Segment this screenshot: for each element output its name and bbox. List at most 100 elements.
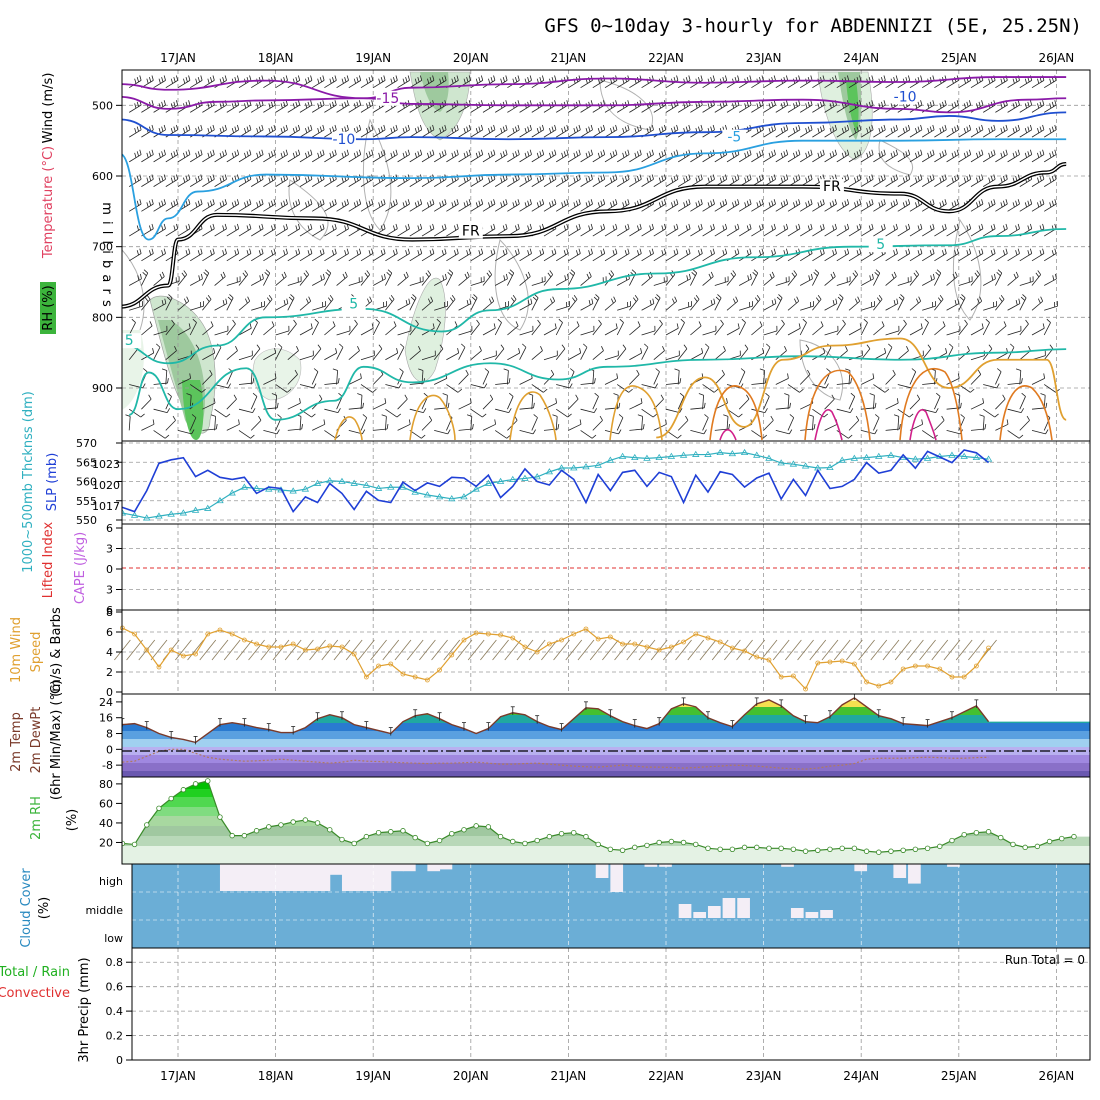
upper-wind-barb xyxy=(787,274,798,286)
upper-wind-barb-flag xyxy=(320,275,323,281)
upper-wind-barb-flag xyxy=(341,103,344,109)
upper-wind-barb-flag xyxy=(151,75,154,81)
upper-wind-barb xyxy=(921,129,935,138)
upper-wind-barb-flag xyxy=(674,296,678,302)
upper-wind-barb-flag xyxy=(639,223,642,229)
upper-wind-barb xyxy=(616,228,630,237)
upper-wind-barb xyxy=(177,378,191,385)
upper-wind-barb-flag xyxy=(441,250,444,256)
upper-wind-barb-flag xyxy=(874,402,877,408)
upper-wind-barb xyxy=(726,228,740,237)
upper-wind-barb-flag xyxy=(527,126,530,132)
upper-wind-barb-flag xyxy=(942,200,945,206)
upper-wind-barb xyxy=(470,323,480,336)
upper-wind-barb xyxy=(824,423,838,431)
upper-wind-barb-flag xyxy=(466,200,469,206)
upper-wind-barb xyxy=(214,276,226,286)
upper-wind-barb-flag xyxy=(930,275,933,281)
upper-wind-barb-flag xyxy=(414,202,418,208)
upper-wind-barb-flag xyxy=(586,273,590,279)
upper-wind-barb xyxy=(311,228,325,237)
upper-wind-barb-flag xyxy=(951,128,954,134)
wind10m-barb xyxy=(821,639,839,661)
upper-wind-barb xyxy=(873,178,886,187)
upper-wind-barb-flag xyxy=(346,199,349,205)
wind-marker xyxy=(620,641,625,647)
thickness-marker xyxy=(460,493,468,500)
upper-wind-barb-flag xyxy=(192,318,197,323)
upper-wind-barb xyxy=(690,325,702,336)
upper-wind-barb-flag xyxy=(823,348,826,354)
rh-marker xyxy=(290,819,296,825)
upper-wind-barb-flag xyxy=(663,174,667,180)
upper-wind-barb-flag xyxy=(575,394,579,400)
upper-wind-barb xyxy=(848,154,862,163)
upper-wind-barb-flag xyxy=(1039,126,1042,132)
upper-wind-barb-flag xyxy=(508,408,512,413)
upper-wind-barb-flag xyxy=(948,343,954,348)
upper-wind-barb xyxy=(409,281,424,286)
upper-wind-barb-flag xyxy=(854,298,858,304)
upper-wind-barb xyxy=(641,276,653,286)
upper-wind-barb xyxy=(909,178,923,187)
upper-wind-barb-flag xyxy=(780,177,784,183)
upper-wind-barb-flag xyxy=(151,149,154,155)
upper-wind-barb-flag xyxy=(183,298,187,304)
upper-wind-barb-flag xyxy=(454,225,457,231)
upper-wind-barb xyxy=(958,281,973,286)
upper-wind-barb-flag xyxy=(944,174,947,180)
upper-wind-barb xyxy=(324,80,337,89)
upper-wind-barb-flag xyxy=(771,151,774,157)
upper-wind-barb xyxy=(482,154,496,163)
upper-wind-barb-flag xyxy=(525,273,529,279)
upper-wind-barb xyxy=(556,305,570,311)
wind-marker xyxy=(351,651,357,657)
upper-wind-barb xyxy=(836,350,848,361)
upper-wind-barb-flag xyxy=(317,177,320,183)
thickness-marker xyxy=(606,456,615,463)
upper-wind-barb xyxy=(629,178,642,187)
upper-wind-barb xyxy=(580,330,595,336)
upper-wind-barb-flag xyxy=(793,202,796,208)
upper-wind-barb-flag xyxy=(271,151,274,157)
upper-wind-barb-flag xyxy=(566,248,569,254)
upper-wind-barb-flag xyxy=(907,174,911,180)
thickness-marker xyxy=(338,477,346,484)
upper-wind-barb xyxy=(702,330,717,336)
upper-wind-barb-flag xyxy=(892,369,896,375)
warm-contour-4 xyxy=(899,367,963,441)
upper-wind-barb xyxy=(409,350,421,361)
upper-wind-barb xyxy=(982,178,996,187)
upper-wind-barb-flag xyxy=(807,225,810,231)
upper-wind-barb xyxy=(1019,104,1032,113)
upper-wind-barb-flag xyxy=(932,223,935,229)
wind10m-barbs xyxy=(114,639,997,661)
upper-wind-barb-flag xyxy=(236,248,240,254)
upper-wind-barb xyxy=(324,325,336,336)
wind-ytick-label: 4 xyxy=(106,646,113,659)
upper-wind-barb-flag xyxy=(493,199,496,205)
upper-wind-barb-flag xyxy=(610,298,614,304)
upper-wind-barb xyxy=(909,371,917,385)
isotherm-line xyxy=(122,138,1067,241)
upper-wind-barb xyxy=(397,371,404,385)
upper-ytick-label: 800 xyxy=(92,311,113,324)
rh-marker xyxy=(168,795,174,802)
upper-wind-barb xyxy=(507,129,520,138)
upper-wind-barb-flag xyxy=(839,294,844,299)
upper-wind-barb-flag xyxy=(395,149,398,155)
upper-wind-barb-flag xyxy=(414,152,418,158)
upper-wind-barb-flag xyxy=(1037,128,1040,134)
upper-wind-barb-flag xyxy=(798,223,801,229)
upper-wind-barb-flag xyxy=(841,202,845,208)
upper-wind-barb-flag xyxy=(468,124,471,130)
upper-wind-barb-flag xyxy=(285,248,288,254)
upper-wind-barb-flag xyxy=(960,414,965,418)
upper-wind-barb-flag xyxy=(685,415,689,421)
upper-wind-barb xyxy=(372,178,386,187)
thickness-marker xyxy=(289,487,297,494)
upper-wind-barb-flag xyxy=(387,269,393,274)
upper-wind-barb xyxy=(177,178,191,187)
thickness-marker xyxy=(216,496,224,504)
upper-wind-barb-flag xyxy=(541,174,545,180)
